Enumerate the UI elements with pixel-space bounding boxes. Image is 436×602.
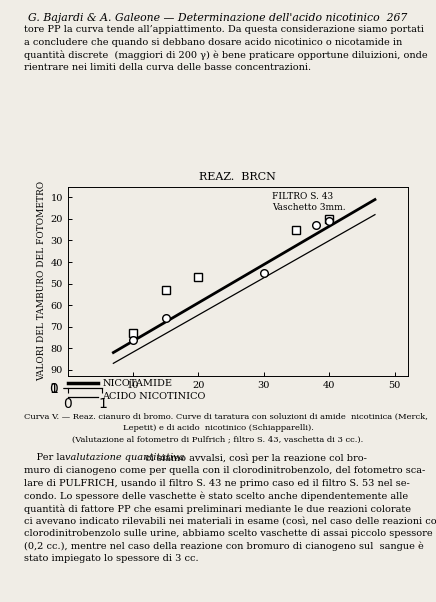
Text: NICOTAMIDE: NICOTAMIDE	[102, 379, 173, 388]
Text: ACIDO NICOTINICO: ACIDO NICOTINICO	[102, 393, 206, 401]
Text: ci avevano indicato rilevabili nei materiali in esame (così, nel caso delle reaz: ci avevano indicato rilevabili nei mater…	[24, 517, 436, 526]
Text: quantità di fattore PP che esami preliminari mediante le due reazioni colorate: quantità di fattore PP che esami prelimi…	[24, 504, 411, 514]
Text: muro di cianogeno come per quella con il clorodinitrobenzolo, del fotometro sca-: muro di cianogeno come per quella con il…	[24, 466, 425, 475]
Text: (Valutazione al fotometro di Pulfrich ; filtro S. 43, vaschetta di 3 cc.).: (Valutazione al fotometro di Pulfrich ; …	[72, 435, 364, 443]
Text: G. Bajardi & A. Galeone — Determinazione dell'acido nicotinico  267: G. Bajardi & A. Galeone — Determinazione…	[28, 13, 408, 23]
Text: tore PP la curva tende all’appiattimento. Da questa considerazione siamo portati: tore PP la curva tende all’appiattimento…	[24, 25, 424, 34]
Text: a concludere che quando si debbano dosare acido nicotinico o nicotamide in: a concludere che quando si debbano dosar…	[24, 38, 402, 47]
Text: rientrare nei limiti della curva delle basse concentrazioni.: rientrare nei limiti della curva delle b…	[24, 63, 311, 72]
Text: stato impiegato lo spessore di 3 cc.: stato impiegato lo spessore di 3 cc.	[24, 554, 199, 563]
Text: valutazione quantitativa: valutazione quantitativa	[65, 453, 185, 462]
Text: condo. Lo spessore delle vaschette è stato scelto anche dipendentemente alle: condo. Lo spessore delle vaschette è sta…	[24, 491, 408, 501]
Text: Curva V. — Reaz. cianuro di bromo. Curve di taratura con soluzioni di amide  nic: Curva V. — Reaz. cianuro di bromo. Curve…	[24, 412, 428, 420]
Text: clorodinitrobenzolo sulle urine, abbiamo scelto vaschette di assai piccolo spess: clorodinitrobenzolo sulle urine, abbiamo…	[24, 529, 433, 538]
Text: REAZ.  BRCN: REAZ. BRCN	[199, 172, 276, 182]
Text: FILTRO S. 43
Vaschetto 3mm.: FILTRO S. 43 Vaschetto 3mm.	[272, 192, 345, 212]
Text: quantità discrete  (maggiori di 200 γ) è bene praticare opportune diluizioni, on: quantità discrete (maggiori di 200 γ) è …	[24, 51, 428, 60]
Text: lare di PULFRICH, usando il filtro S. 43 ne primo caso ed il filtro S. 53 nel se: lare di PULFRICH, usando il filtro S. 43…	[24, 479, 410, 488]
Text: ci siamo avvalsi, così per la reazione col bro-: ci siamo avvalsi, così per la reazione c…	[142, 453, 367, 463]
Text: Lepetit) e di acido  nicotinico (Schiapparelli).: Lepetit) e di acido nicotinico (Schiappa…	[123, 424, 313, 432]
Y-axis label: VALORI DEL TAMBURO DEL FOTOMETRO: VALORI DEL TAMBURO DEL FOTOMETRO	[37, 181, 46, 382]
Text: (0,2 cc.), mentre nel caso della reazione con bromuro di cianogeno sul  sangue è: (0,2 cc.), mentre nel caso della reazion…	[24, 542, 424, 551]
Text: Per la: Per la	[24, 453, 68, 462]
